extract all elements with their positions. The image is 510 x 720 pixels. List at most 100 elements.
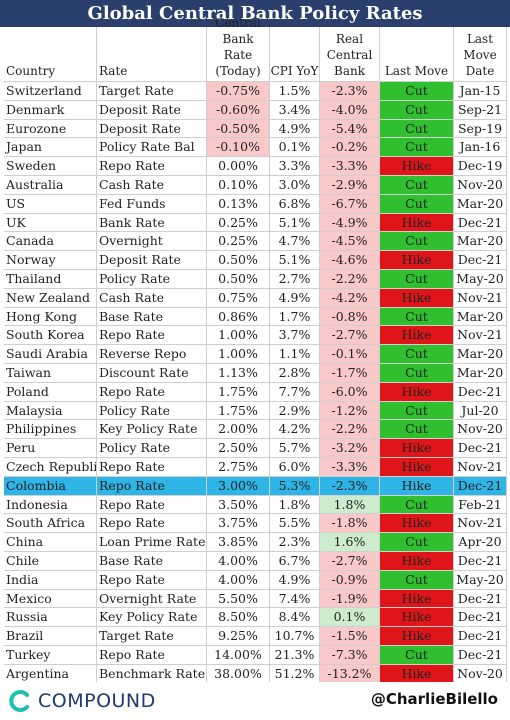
cell-rate: 4.00% — [207, 569, 270, 589]
cell-cpi: 1.7% — [270, 306, 320, 326]
cell-rate_name: Policy Rate — [97, 269, 207, 288]
cell-date: Jan-15 — [454, 81, 507, 100]
cell-real: -7.3% — [320, 645, 380, 664]
cell-move: Hike — [380, 325, 454, 345]
cell-country: Australia — [4, 175, 97, 194]
cell-rate: 3.50% — [207, 494, 270, 514]
cell-real: -4.0% — [320, 99, 380, 119]
table-header: CountryRateCentralBank Rate(Today)CPI Yo… — [4, 16, 507, 82]
cell-rate_name: Repo Rate — [97, 325, 207, 345]
cell-country: Sweden — [4, 156, 97, 176]
cell-cpi: 4.2% — [270, 419, 320, 439]
header-real: Real Central Bank — [320, 27, 380, 82]
cell-real: 0.1% — [320, 607, 380, 627]
cell-rate_name: Repo Rate — [97, 569, 207, 589]
table-row: Philippines Key Policy Rate 2.00% 4.2% -2.2%… — [4, 419, 507, 439]
cell-real: -2.3% — [320, 475, 380, 495]
table-row: Argentina Benchmark Rate 38.00% 51.2% -13.2%… — [4, 663, 507, 683]
cell-date: Apr-20 — [454, 532, 507, 552]
cell-rate_name: Fed Funds — [97, 193, 207, 213]
cell-date: Dec-19 — [454, 156, 507, 176]
cell-rate: 2.00% — [207, 419, 270, 439]
header-cpi: CPI YoY — [270, 27, 320, 82]
cell-move: Hike — [380, 287, 454, 307]
cell-cpi: 6.7% — [270, 551, 320, 570]
cell-move: Hike — [380, 156, 454, 176]
cell-rate_name: Target Rate — [97, 626, 207, 646]
cell-date: Nov-20 — [454, 175, 507, 194]
cell-rate_name: Base Rate — [97, 551, 207, 570]
cell-cpi: 3.3% — [270, 156, 320, 176]
cell-real: -6.7% — [320, 193, 380, 213]
cell-country: Taiwan — [4, 363, 97, 382]
cell-rate: 14.00% — [207, 645, 270, 664]
cell-rate_name: Repo Rate — [97, 494, 207, 514]
cell-rate_name: Cash Rate — [97, 175, 207, 194]
header-date: Last Move Date — [454, 27, 507, 82]
cell-cpi: 10.7% — [270, 626, 320, 646]
cell-cpi: 0.1% — [270, 137, 320, 157]
footer: COMPOUND @CharlieBilello — [0, 682, 510, 720]
cell-cpi: 2.9% — [270, 400, 320, 420]
cell-move: Cut — [380, 363, 454, 382]
cell-cpi: 6.0% — [270, 457, 320, 476]
cell-date: Nov-21 — [454, 513, 507, 533]
cell-move: Cut — [380, 137, 454, 157]
cell-move: Hike — [380, 588, 454, 608]
cell-country: Thailand — [4, 269, 97, 288]
cell-rate_name: Discount Rate — [97, 363, 207, 382]
table-row: Sweden Repo Rate 0.00% 3.3% -3.3% Hike Dec-19 — [4, 156, 507, 176]
cell-rate_name: Benchmark Rate — [97, 663, 207, 683]
cell-country: Saudi Arabia — [4, 344, 97, 364]
cell-real: -2.3% — [320, 81, 380, 100]
cell-real: -4.6% — [320, 250, 380, 270]
table-row: Indonesia Repo Rate 3.50% 1.8% 1.8% Cut Feb-21 — [4, 494, 507, 514]
cell-date: Nov-21 — [454, 457, 507, 476]
table-title: Global Central Bank Policy Rates — [0, 0, 510, 27]
cell-date: Dec-21 — [454, 626, 507, 646]
cell-rate: -0.60% — [207, 99, 270, 119]
table-row: Canada Overnight 0.25% 4.7% -4.5% Cut Mar-20 — [4, 231, 507, 251]
cell-move: Cut — [380, 344, 454, 364]
cell-real: -4.2% — [320, 287, 380, 307]
cell-date: Nov-21 — [454, 325, 507, 345]
cell-rate: 3.00% — [207, 475, 270, 495]
cell-date: Dec-21 — [454, 588, 507, 608]
cell-country: Czech Republic — [4, 457, 97, 476]
table-row: Taiwan Discount Rate 1.13% 2.8% -1.7% Cut Mar-… — [4, 363, 507, 382]
cell-rate: 1.75% — [207, 400, 270, 420]
cell-rate: 2.50% — [207, 438, 270, 458]
cell-date: Mar-20 — [454, 306, 507, 326]
cell-rate_name: Target Rate — [97, 81, 207, 100]
cell-cpi: 5.7% — [270, 438, 320, 458]
table-row: US Fed Funds 0.13% 6.8% -6.7% Cut Mar-20 — [4, 193, 507, 213]
cell-rate: 0.50% — [207, 269, 270, 288]
cell-rate_name: Repo Rate — [97, 645, 207, 664]
cell-cpi: 8.4% — [270, 607, 320, 627]
cell-country: Malaysia — [4, 400, 97, 420]
table-row: Turkey Repo Rate 14.00% 21.3% -7.3% Cut Dec-21 — [4, 645, 507, 664]
cell-date: Mar-20 — [454, 363, 507, 382]
cell-date: May-20 — [454, 569, 507, 589]
table-row: Malaysia Policy Rate 1.75% 2.9% -1.2% Cut Jul-… — [4, 400, 507, 420]
cell-date: Nov-20 — [454, 419, 507, 439]
table-row: South Korea Repo Rate 1.00% 3.7% -2.7% Hike No… — [4, 325, 507, 345]
cell-country: South Africa — [4, 513, 97, 533]
cell-country: Argentina — [4, 663, 97, 683]
cell-real: 1.8% — [320, 494, 380, 514]
table-row: Norway Deposit Rate 0.50% 5.1% -4.6% Hike Dec-… — [4, 250, 507, 270]
cell-cpi: 3.7% — [270, 325, 320, 345]
cell-cpi: 5.5% — [270, 513, 320, 533]
cell-country: China — [4, 532, 97, 552]
table-row: India Repo Rate 4.00% 4.9% -0.9% Cut May-20 — [4, 569, 507, 589]
table-row: Denmark Deposit Rate -0.60% 3.4% -4.0% Cut Sep… — [4, 99, 507, 119]
cell-move: Cut — [380, 81, 454, 100]
cell-real: -0.1% — [320, 344, 380, 364]
cell-move: Cut — [380, 419, 454, 439]
cell-country: UK — [4, 212, 97, 232]
table-row: Eurozone Deposit Rate -0.50% 4.9% -5.4% Cut Se… — [4, 118, 507, 138]
cell-rate_name: Repo Rate — [97, 381, 207, 401]
cell-country: Eurozone — [4, 118, 97, 138]
cell-move: Cut — [380, 645, 454, 664]
